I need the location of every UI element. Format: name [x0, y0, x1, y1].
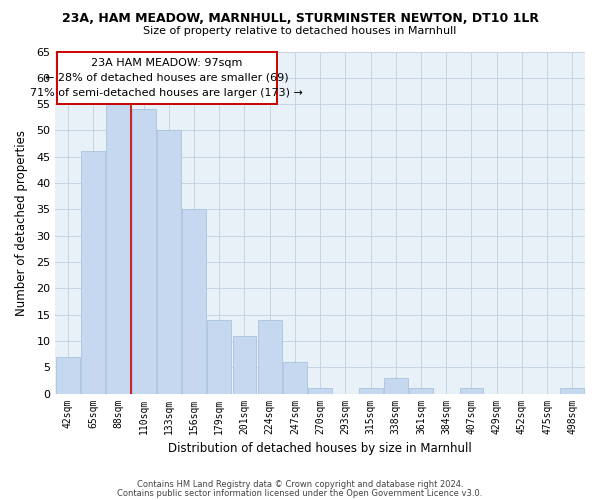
- Bar: [283, 362, 307, 394]
- Bar: [308, 388, 332, 394]
- Bar: [258, 320, 281, 394]
- Bar: [207, 320, 231, 394]
- Bar: [233, 336, 256, 394]
- Bar: [460, 388, 484, 394]
- X-axis label: Distribution of detached houses by size in Marnhull: Distribution of detached houses by size …: [168, 442, 472, 455]
- Bar: [157, 130, 181, 394]
- Bar: [359, 388, 383, 394]
- Text: Contains public sector information licensed under the Open Government Licence v3: Contains public sector information licen…: [118, 488, 482, 498]
- Text: Contains HM Land Registry data © Crown copyright and database right 2024.: Contains HM Land Registry data © Crown c…: [137, 480, 463, 489]
- Bar: [384, 378, 408, 394]
- FancyBboxPatch shape: [56, 52, 277, 104]
- Text: 71% of semi-detached houses are larger (173) →: 71% of semi-detached houses are larger (…: [31, 88, 304, 98]
- Text: Size of property relative to detached houses in Marnhull: Size of property relative to detached ho…: [143, 26, 457, 36]
- Bar: [182, 210, 206, 394]
- Bar: [106, 104, 130, 394]
- Bar: [131, 110, 155, 394]
- Text: ← 28% of detached houses are smaller (69): ← 28% of detached houses are smaller (69…: [45, 73, 289, 83]
- Bar: [81, 152, 105, 394]
- Bar: [560, 388, 584, 394]
- Y-axis label: Number of detached properties: Number of detached properties: [15, 130, 28, 316]
- Text: 23A HAM MEADOW: 97sqm: 23A HAM MEADOW: 97sqm: [91, 58, 242, 68]
- Text: 23A, HAM MEADOW, MARNHULL, STURMINSTER NEWTON, DT10 1LR: 23A, HAM MEADOW, MARNHULL, STURMINSTER N…: [62, 12, 539, 26]
- Bar: [409, 388, 433, 394]
- Bar: [56, 356, 80, 394]
